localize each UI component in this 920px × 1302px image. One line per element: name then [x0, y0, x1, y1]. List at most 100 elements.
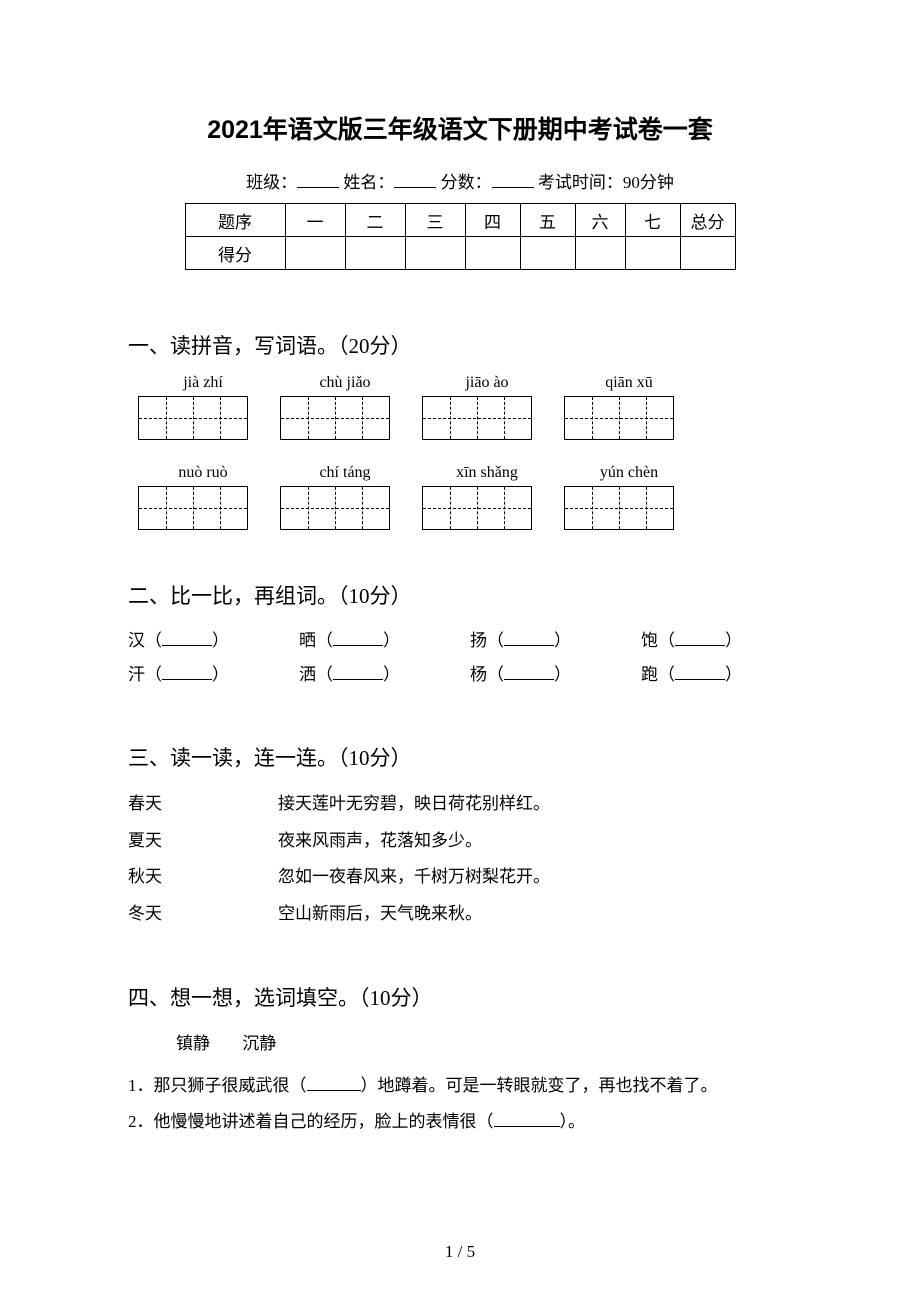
pinyin-item: qiān xū: [574, 374, 684, 392]
score-cell[interactable]: [575, 237, 625, 270]
q3-right: 接天莲叶无穷碧，映日荷花别样红。: [278, 786, 550, 823]
section-1-title: 一、读拼音，写词语。（20分）: [128, 330, 792, 360]
q4-word-bank: 镇静 沉静: [176, 1026, 792, 1062]
section-4-body: 镇静 沉静 1．那只狮子很威武很（）地蹲着。可是一转眼就变了，再也找不着了。 2…: [128, 1026, 792, 1139]
q4-word: 镇静: [176, 1034, 210, 1053]
exam-title: 2021年语文版三年级语文下册期中考试卷一套: [128, 110, 792, 146]
q2-blank[interactable]: [333, 664, 383, 680]
score-cell[interactable]: [625, 237, 680, 270]
q4-item: 2．他慢慢地讲述着自己的经历，脸上的表情很（ ）。: [128, 1104, 792, 1140]
section-2-body: 汉（） 晒（） 扬（） 饱（） 汗（） 洒（） 杨（） 跑（）: [128, 624, 792, 692]
col-4: 五: [520, 204, 575, 237]
q2-cell: 汗（）: [128, 658, 279, 692]
writing-boxes-row-2: [138, 486, 792, 530]
pinyin-item: chù jiǎo: [290, 374, 400, 392]
q2-cell: 饱（）: [641, 624, 792, 658]
q4-blank[interactable]: [307, 1075, 361, 1091]
q2-cell: 杨（）: [470, 658, 621, 692]
score-blank[interactable]: [492, 170, 534, 188]
q2-char: 杨（: [470, 665, 504, 684]
q3-row: 秋天 忽如一夜春风来，千树万树梨花开。: [128, 859, 792, 896]
writing-box[interactable]: [422, 486, 532, 530]
info-line: 班级： 姓名： 分数： 考试时间：90分钟: [128, 168, 792, 193]
section-4-title: 四、想一想，选词填空。（10分）: [128, 982, 792, 1012]
time-label: 考试时间：90分钟: [538, 173, 674, 192]
q3-row: 冬天 空山新雨后，天气晚来秋。: [128, 896, 792, 933]
section-3-body: 春天 接天莲叶无穷碧，映日荷花别样红。 夏天 夜来风雨声，花落知多少。 秋天 忽…: [128, 786, 792, 932]
q3-right: 忽如一夜春风来，千树万树梨花开。: [278, 859, 550, 896]
q3-right: 空山新雨后，天气晚来秋。: [278, 896, 482, 933]
writing-box[interactable]: [422, 396, 532, 440]
pinyin-item: nuò ruò: [148, 464, 258, 482]
score-cell[interactable]: [405, 237, 465, 270]
pinyin-item: xīn shǎng: [432, 464, 542, 482]
col-1: 二: [345, 204, 405, 237]
score-cell[interactable]: [465, 237, 520, 270]
col-2: 三: [405, 204, 465, 237]
q3-left: 夏天: [128, 823, 278, 860]
row-label-1: 得分: [185, 237, 285, 270]
row-label-0: 题序: [185, 204, 285, 237]
score-cell[interactable]: [520, 237, 575, 270]
pinyin-row-1: jià zhí chù jiǎo jiāo ào qiān xū: [148, 374, 792, 392]
q4-text-post: ）。: [560, 1112, 586, 1131]
col-3: 四: [465, 204, 520, 237]
q2-cell: 汉（）: [128, 624, 279, 658]
q3-left: 冬天: [128, 896, 278, 933]
q2-blank[interactable]: [504, 630, 554, 646]
class-blank[interactable]: [297, 170, 339, 188]
q2-char: 饱（: [641, 631, 675, 650]
score-cell[interactable]: [680, 237, 735, 270]
score-table-header-row: 题序 一 二 三 四 五 六 七 总分: [185, 204, 735, 237]
q2-blank[interactable]: [162, 664, 212, 680]
pinyin-item: jiāo ào: [432, 374, 542, 392]
class-label: 班级：: [246, 173, 297, 192]
col-0: 一: [285, 204, 345, 237]
name-blank[interactable]: [394, 170, 436, 188]
col-6: 七: [625, 204, 680, 237]
q3-row: 夏天 夜来风雨声，花落知多少。: [128, 823, 792, 860]
section-2-title: 二、比一比，再组词。（10分）: [128, 580, 792, 610]
col-5: 六: [575, 204, 625, 237]
name-label: 姓名：: [343, 173, 394, 192]
q2-cell: 洒（）: [299, 658, 450, 692]
q2-blank[interactable]: [162, 630, 212, 646]
writing-box[interactable]: [280, 396, 390, 440]
q3-left: 春天: [128, 786, 278, 823]
q2-char: 洒（: [299, 665, 333, 684]
writing-box[interactable]: [280, 486, 390, 530]
q2-blank[interactable]: [504, 664, 554, 680]
q2-char: 跑（: [641, 665, 675, 684]
q2-blank[interactable]: [675, 664, 725, 680]
writing-box[interactable]: [564, 486, 674, 530]
pinyin-item: yún chèn: [574, 464, 684, 482]
section-3-title: 三、读一读，连一连。（10分）: [128, 742, 792, 772]
q4-text-pre: 1．那只狮子很威武很（: [128, 1076, 307, 1095]
score-table: 题序 一 二 三 四 五 六 七 总分 得分: [185, 203, 736, 270]
writing-box[interactable]: [138, 486, 248, 530]
q2-cell: 跑（）: [641, 658, 792, 692]
score-label: 分数：: [441, 173, 492, 192]
writing-boxes-row-1: [138, 396, 792, 440]
q4-item: 1．那只狮子很威武很（）地蹲着。可是一转眼就变了，再也找不着了。: [128, 1068, 792, 1104]
q4-word: 沉静: [242, 1034, 276, 1053]
writing-box[interactable]: [138, 396, 248, 440]
q2-cell: 扬（）: [470, 624, 621, 658]
q2-char: 汉（: [128, 631, 162, 650]
q2-blank[interactable]: [675, 630, 725, 646]
q4-blank[interactable]: [494, 1111, 560, 1127]
col-7: 总分: [680, 204, 735, 237]
q2-blank[interactable]: [333, 630, 383, 646]
q2-char: 晒（: [299, 631, 333, 650]
score-cell[interactable]: [345, 237, 405, 270]
q2-cell: 晒（）: [299, 624, 450, 658]
q3-row: 春天 接天莲叶无穷碧，映日荷花别样红。: [128, 786, 792, 823]
q2-char: 汗（: [128, 665, 162, 684]
writing-box[interactable]: [564, 396, 674, 440]
page-number: 1 / 5: [0, 1242, 920, 1262]
q2-char: 扬（: [470, 631, 504, 650]
q4-text-pre: 2．他慢慢地讲述着自己的经历，脸上的表情很（: [128, 1112, 494, 1131]
pinyin-item: jià zhí: [148, 374, 258, 392]
score-cell[interactable]: [285, 237, 345, 270]
q3-left: 秋天: [128, 859, 278, 896]
